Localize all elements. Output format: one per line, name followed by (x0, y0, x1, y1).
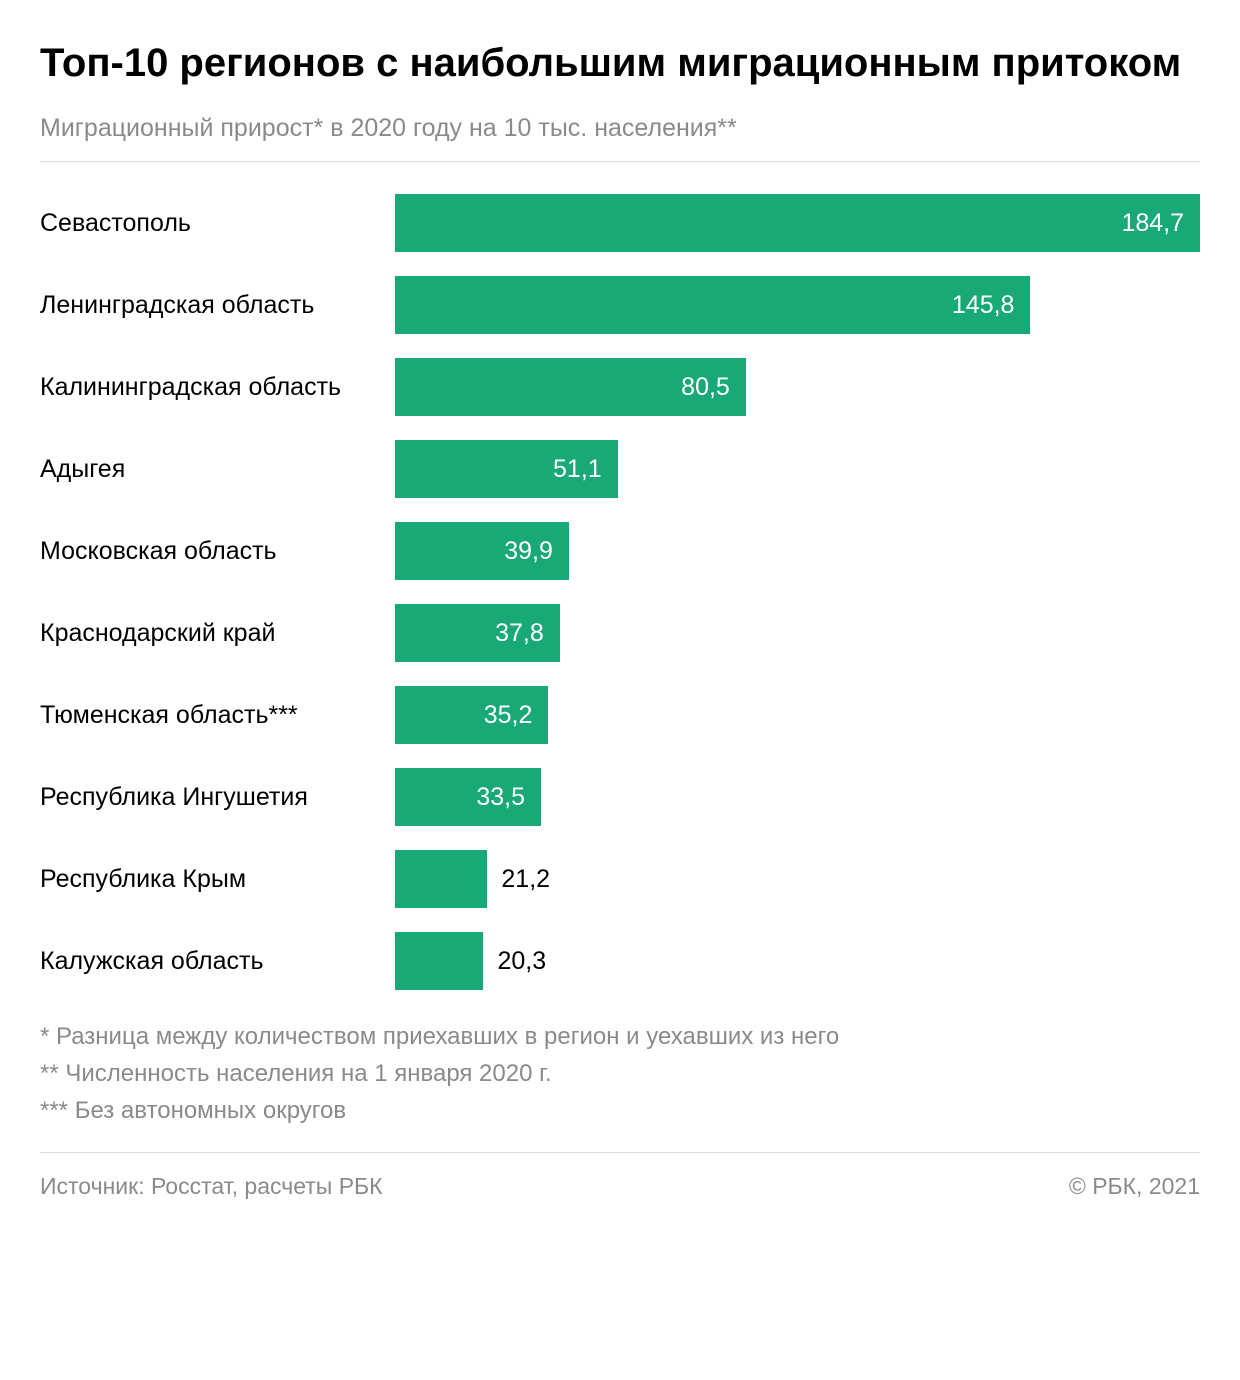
bar: 35,2 (395, 686, 548, 744)
bar-value: 37,8 (495, 619, 544, 648)
footnotes: * Разница между количеством приехавших в… (40, 1018, 1200, 1130)
bar (395, 932, 483, 990)
bar-chart: Севастополь 184,7 Ленинградская область 145… (40, 194, 1200, 990)
bar-value: 145,8 (952, 291, 1015, 320)
bar-area: 33,5 (395, 768, 1200, 826)
chart-row: Краснодарский край 37,8 (40, 604, 1200, 662)
chart-footer: Источник: Росстат, расчеты РБК © РБК, 20… (40, 1173, 1200, 1200)
region-label: Калужская область (40, 947, 395, 976)
bottom-divider (40, 1152, 1200, 1153)
footnote: *** Без автономных округов (40, 1092, 1200, 1129)
copyright-text: © РБК, 2021 (1069, 1173, 1200, 1200)
region-label: Московская область (40, 537, 395, 566)
bar: 184,7 (395, 194, 1200, 252)
bar-value: 20,3 (497, 947, 546, 976)
bar: 51,1 (395, 440, 618, 498)
bar-value: 184,7 (1121, 209, 1184, 238)
region-label: Тюменская область*** (40, 701, 395, 730)
bar-value: 51,1 (553, 455, 602, 484)
bar-value: 21,2 (501, 865, 550, 894)
bar-area: 20,3 (395, 932, 1200, 990)
bar-area: 51,1 (395, 440, 1200, 498)
chart-title: Топ-10 регионов с наибольшим миграционны… (40, 40, 1200, 86)
chart-row: Республика Крым 21,2 (40, 850, 1200, 908)
chart-row: Ленинградская область 145,8 (40, 276, 1200, 334)
chart-subtitle: Миграционный прирост* в 2020 году на 10 … (40, 114, 1200, 143)
footnote: * Разница между количеством приехавших в… (40, 1018, 1200, 1055)
footnote: ** Численность населения на 1 января 202… (40, 1055, 1200, 1092)
top-divider (40, 161, 1200, 162)
bar-area: 37,8 (395, 604, 1200, 662)
bar (395, 850, 487, 908)
chart-row: Калужская область 20,3 (40, 932, 1200, 990)
bar-area: 21,2 (395, 850, 1200, 908)
bar-value: 33,5 (476, 783, 525, 812)
bar-area: 35,2 (395, 686, 1200, 744)
bar-area: 145,8 (395, 276, 1200, 334)
region-label: Ленинградская область (40, 291, 395, 320)
bar-area: 184,7 (395, 194, 1200, 252)
region-label: Севастополь (40, 209, 395, 238)
bar: 39,9 (395, 522, 569, 580)
chart-row: Адыгея 51,1 (40, 440, 1200, 498)
region-label: Калининградская область (40, 373, 395, 402)
source-text: Источник: Росстат, расчеты РБК (40, 1173, 383, 1200)
bar-value: 35,2 (484, 701, 533, 730)
region-label: Краснодарский край (40, 619, 395, 648)
bar-area: 39,9 (395, 522, 1200, 580)
chart-row: Республика Ингушетия 33,5 (40, 768, 1200, 826)
bar-area: 80,5 (395, 358, 1200, 416)
bar: 33,5 (395, 768, 541, 826)
bar: 145,8 (395, 276, 1030, 334)
chart-row: Тюменская область*** 35,2 (40, 686, 1200, 744)
chart-row: Калининградская область 80,5 (40, 358, 1200, 416)
chart-row: Московская область 39,9 (40, 522, 1200, 580)
chart-row: Севастополь 184,7 (40, 194, 1200, 252)
bar-value: 80,5 (681, 373, 730, 402)
region-label: Республика Ингушетия (40, 783, 395, 812)
region-label: Адыгея (40, 455, 395, 484)
bar: 37,8 (395, 604, 560, 662)
bar: 80,5 (395, 358, 746, 416)
bar-value: 39,9 (504, 537, 553, 566)
region-label: Республика Крым (40, 865, 395, 894)
